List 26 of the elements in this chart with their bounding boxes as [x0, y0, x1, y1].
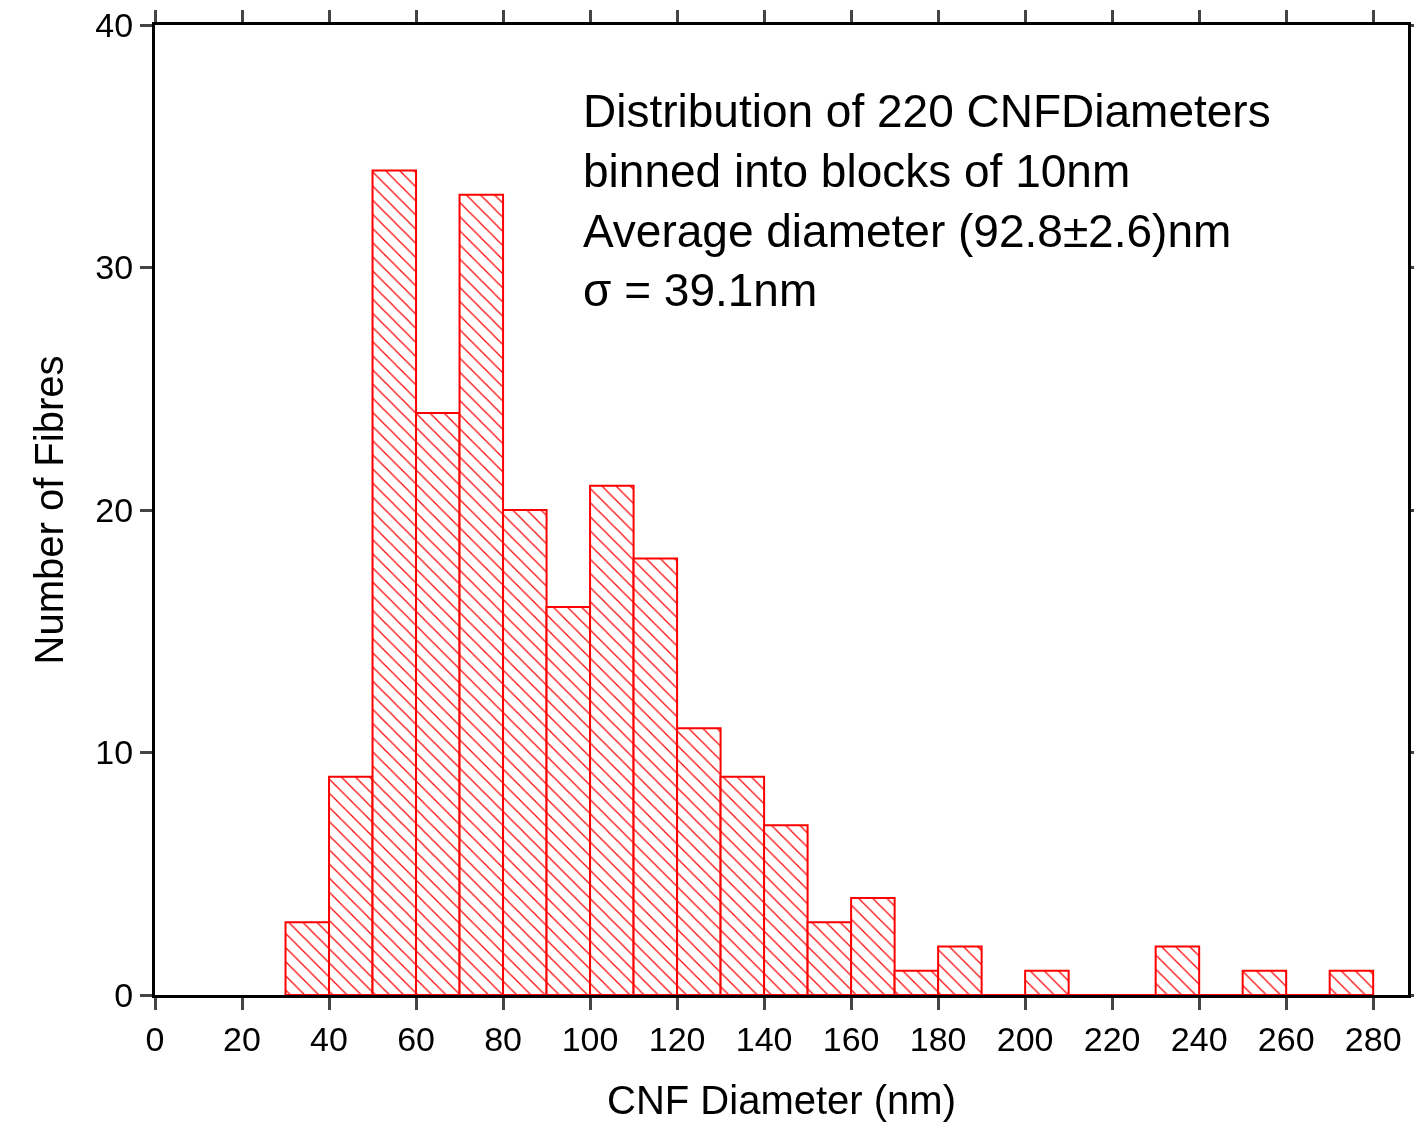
- x-tick-label: 120: [648, 1019, 706, 1058]
- x-tick-label: 140: [735, 1019, 793, 1058]
- annotation: Average diameter (92.8±2.6)nm: [583, 204, 1232, 257]
- x-tick-label: 60: [397, 1019, 435, 1058]
- y-tick-label: 30: [95, 248, 134, 287]
- annotation: σ = 39.1nm: [583, 264, 818, 317]
- x-tick-label: 180: [909, 1019, 967, 1058]
- x-tick-label: 240: [1170, 1019, 1228, 1058]
- x-tick-label: 160: [822, 1019, 880, 1058]
- x-tick-label: 200: [996, 1019, 1054, 1058]
- x-axis-title: CNF Diameter (nm): [607, 1078, 956, 1123]
- y-tick-label: 20: [95, 490, 134, 529]
- annotation: Distribution of 220 CNFDiameters: [583, 85, 1271, 137]
- x-tick-label: 80: [484, 1019, 522, 1058]
- annotation: binned into blocks of 10nm: [583, 144, 1131, 197]
- y-tick-label: 0: [114, 975, 134, 1014]
- x-tick-label: 280: [1344, 1019, 1402, 1058]
- y-tick-label: 10: [95, 733, 134, 772]
- y-axis-title: Number of Fibres: [26, 355, 71, 665]
- x-tick-label: 20: [223, 1019, 261, 1058]
- x-tick-label: 260: [1257, 1019, 1315, 1058]
- x-tick-label: 220: [1083, 1019, 1141, 1058]
- x-tick-label: 100: [561, 1019, 619, 1058]
- x-tick-label: 40: [310, 1019, 348, 1058]
- x-tick-label: 0: [145, 1019, 165, 1058]
- y-tick-label: 40: [95, 5, 134, 44]
